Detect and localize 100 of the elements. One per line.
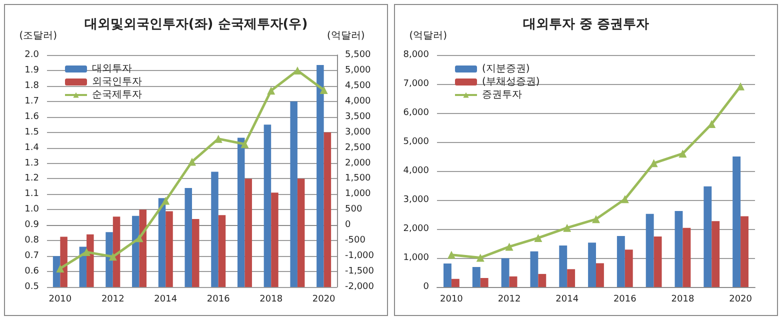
bar [740, 216, 748, 287]
y2-tick-label: -2,000 [345, 282, 374, 292]
y-tick-label: 1.2 [24, 174, 39, 184]
y-tick-label: 0.5 [24, 282, 39, 292]
y-tick-label: 1.3 [24, 158, 39, 168]
y-tick-label: 2,000 [403, 224, 430, 234]
y2-axis-title: (억달러) [327, 30, 365, 42]
chart-title: 대외및외국인투자(좌) 순국제투자(우) [84, 17, 308, 32]
bar [530, 251, 538, 287]
y-tick-label: 1,000 [403, 253, 430, 263]
bar [654, 236, 662, 287]
point [267, 86, 276, 95]
y-tick-label: 1.8 [24, 80, 40, 91]
y-tick-label: 0.7 [24, 251, 39, 262]
y-tick-label: 1.9 [24, 65, 40, 76]
point [563, 224, 572, 232]
bar [588, 242, 596, 287]
y2-tick-label: 1,500 [345, 174, 372, 184]
x-tick-label: 2012 [498, 294, 521, 304]
legend-label: 순국제투자 [92, 90, 142, 100]
x-tick-label: 2014 [556, 294, 579, 304]
point [620, 195, 629, 204]
y2-tick-label: 3,000 [345, 127, 372, 138]
y-tick-label: 0 [423, 282, 430, 292]
y-tick-label: 6,000 [403, 108, 430, 118]
point [505, 242, 514, 251]
x-tick-label: 2018 [260, 294, 283, 304]
point [650, 159, 658, 168]
bar [616, 236, 625, 287]
point [82, 248, 91, 256]
legend-label: (지분증권) [482, 64, 530, 74]
bar [712, 221, 720, 287]
point [320, 86, 328, 94]
x-tick-label: 2012 [101, 294, 124, 304]
bar [451, 278, 460, 287]
bar [704, 186, 712, 287]
legend-label: 외국인투자 [92, 76, 142, 88]
y-tick-label: 1.1 [24, 189, 39, 200]
bar [559, 246, 568, 287]
bar [501, 258, 510, 287]
x-tick-label: 2016 [613, 294, 637, 304]
bar [538, 274, 546, 287]
point [534, 234, 542, 242]
x-tick-label: 2014 [154, 294, 178, 304]
x-tick-label: 2020 [312, 294, 336, 304]
y-tick-label: 5,000 [403, 137, 430, 147]
point [108, 252, 117, 261]
x-tick-label: 2018 [671, 294, 694, 304]
point [447, 250, 456, 259]
bar [682, 228, 691, 287]
y2-tick-label: 2,000 [345, 158, 372, 168]
y-tick-label: 1.4 [24, 142, 40, 153]
bar [509, 276, 518, 287]
bar [624, 250, 633, 287]
y-tick-label: 4,000 [403, 166, 430, 176]
y-tick-label: 0.6 [24, 266, 40, 277]
y2-tick-label: 4,000 [345, 96, 372, 106]
y2-tick-label: 500 [345, 204, 362, 215]
legend-label: 대외투자 [92, 64, 132, 74]
y-axis-title: (억달러) [409, 30, 448, 42]
bar [472, 266, 480, 287]
legend-label: 증권투자 [482, 90, 522, 100]
point [240, 140, 249, 148]
bar [674, 211, 683, 287]
x-tick-label: 2010 [48, 294, 72, 304]
y2-tick-label: -500 [345, 236, 366, 246]
bar [646, 214, 654, 287]
y2-tick-label: -1,000 [345, 251, 374, 262]
y-tick-label: 1.0 [24, 204, 40, 215]
y2-tick-label: 5,000 [345, 65, 372, 76]
x-tick-label: 2016 [206, 294, 230, 304]
y2-tick-label: 1,000 [345, 189, 372, 200]
point [188, 158, 196, 166]
y-tick-label: 8,000 [403, 50, 430, 60]
y-tick-label: 1.5 [24, 127, 39, 138]
bar [732, 156, 741, 287]
y-tick-label: 2.0 [24, 50, 40, 60]
point [476, 254, 484, 262]
point [135, 234, 144, 242]
bar [480, 278, 488, 287]
y2-tick-label: -1,500 [345, 266, 374, 277]
point [592, 215, 600, 224]
y2-tick-label: 4,500 [345, 80, 372, 91]
point [162, 196, 170, 205]
x-tick-label: 2020 [729, 294, 752, 304]
y-tick-label: 3,000 [403, 195, 430, 205]
y-tick-label: 0.9 [24, 220, 40, 230]
y2-tick-label: 0 [345, 220, 351, 230]
chart-title: 대외투자 중 증권투자 [522, 17, 650, 32]
y-tick-label: 7,000 [403, 79, 430, 89]
bar [596, 263, 604, 287]
y-tick-label: 1.7 [24, 96, 39, 106]
legend-label: (부채성증권) [482, 76, 540, 88]
y-axis-title: (조달러) [19, 30, 58, 42]
bar [567, 269, 576, 287]
y-tick-label: 0.8 [24, 236, 40, 246]
y2-tick-label: 5,500 [345, 50, 372, 60]
y2-tick-label: 3,500 [345, 112, 372, 122]
y-tick-label: 1.6 [24, 112, 40, 122]
point [56, 264, 64, 272]
